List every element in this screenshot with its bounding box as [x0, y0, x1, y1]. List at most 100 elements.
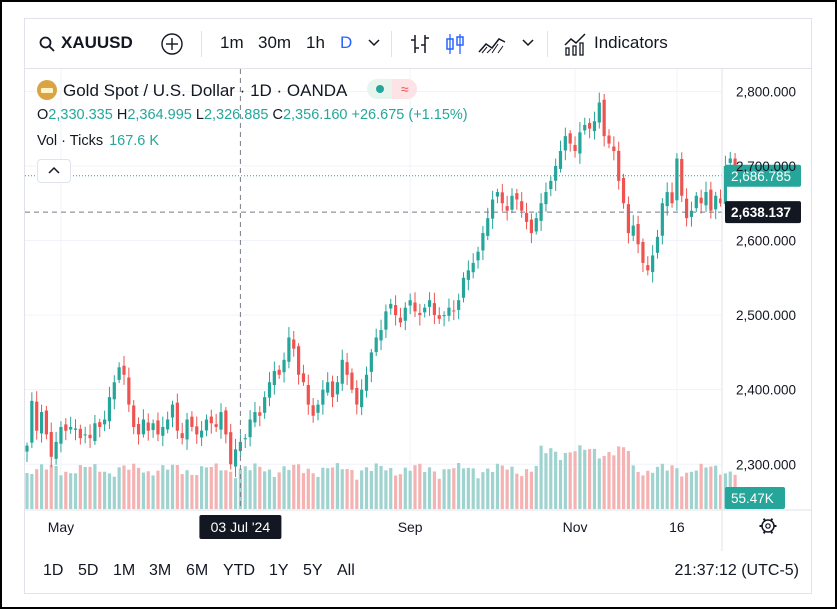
bar-chart-type-icon[interactable] [408, 32, 432, 56]
candle-body [345, 362, 349, 375]
candle-body [714, 195, 718, 210]
volume-bars [25, 445, 737, 509]
candle-body [141, 419, 145, 435]
volume-bar [297, 464, 301, 509]
volume-bar [287, 470, 291, 509]
volume-bar [69, 473, 73, 509]
candle-body [597, 102, 601, 123]
candle-body [568, 133, 572, 144]
volume-bar [44, 469, 48, 509]
candle-body [195, 426, 199, 435]
volume-bar [185, 470, 189, 509]
volume-bar [452, 468, 456, 509]
range-5d[interactable]: 5D [78, 562, 99, 579]
range-3m[interactable]: 3M [149, 562, 172, 579]
candle-body [69, 426, 73, 430]
volume-bar [670, 465, 674, 509]
candle-body [491, 199, 495, 219]
volume-bar [398, 474, 403, 509]
volume-bar [156, 470, 160, 509]
candle-body [156, 420, 160, 435]
compare-symbol-plus-icon[interactable] [160, 32, 184, 56]
volume-bar [335, 463, 339, 509]
market-status-pill[interactable]: ≈ [367, 79, 418, 99]
candle-body [185, 419, 189, 440]
range-5y[interactable]: 5Y [303, 562, 323, 579]
candle-body [389, 303, 393, 309]
volume-bar [277, 472, 281, 509]
delayed-data-wave-icon: ≈ [392, 79, 418, 99]
chart-type-chevron-down-icon[interactable] [522, 39, 534, 47]
range-all[interactable]: All [337, 562, 355, 579]
volume-bar [539, 445, 543, 509]
candle-body [549, 180, 553, 190]
candle-body [471, 262, 475, 273]
volume-bar [389, 468, 393, 509]
legend-title[interactable]: Gold Spot / U.S. Dollar · 1D · OANDA [63, 81, 347, 100]
indicators-button[interactable]: Indicators [594, 33, 668, 52]
candle-body [675, 158, 679, 201]
volume-bar [88, 466, 92, 509]
candle-body [699, 197, 703, 204]
candle-body [621, 177, 626, 204]
candle-body [321, 389, 325, 405]
candle-body [272, 371, 276, 386]
volume-bar [204, 467, 209, 509]
range-1m[interactable]: 1M [113, 562, 136, 579]
volume-label[interactable]: Vol · Ticks [37, 133, 104, 149]
volume-bar [592, 448, 597, 509]
area-chart-type-icon[interactable] [477, 32, 507, 56]
volume-bar [267, 469, 272, 509]
interval-chevron-down-icon[interactable] [368, 39, 380, 47]
volume-bar [568, 452, 572, 509]
volume-bar [49, 464, 53, 509]
interval-1h[interactable]: 1h [306, 33, 325, 52]
volume-bar [602, 456, 606, 509]
candle-body [418, 312, 422, 316]
candle-body [403, 307, 407, 321]
volume-bar [195, 475, 199, 509]
candle-body [665, 192, 669, 207]
range-1y[interactable]: 1Y [269, 562, 289, 579]
candle-body [258, 412, 262, 416]
candle-body [127, 377, 131, 405]
volume-bar [515, 473, 519, 509]
interval-30m[interactable]: 30m [258, 33, 292, 52]
volume-bar [447, 469, 451, 509]
last-price-label: 2,686.785 [731, 169, 791, 184]
candle-body [413, 302, 417, 312]
candle-body [301, 373, 306, 383]
candle-body [136, 424, 141, 435]
interval-1d[interactable]: D [340, 33, 353, 52]
volume-bar [437, 478, 441, 509]
crosshair-date-label: 03 Jul '24 [211, 519, 271, 535]
range-6m[interactable]: 6M [186, 562, 209, 579]
candle-body [292, 339, 296, 349]
volume-bar [709, 466, 713, 509]
candle-body [238, 441, 242, 452]
range-ytd[interactable]: YTD [223, 562, 255, 579]
indicators-icon[interactable] [563, 31, 587, 57]
candle-body [592, 121, 597, 132]
candle-body [427, 300, 432, 307]
search-icon[interactable] [39, 36, 55, 52]
volume-bar [136, 467, 141, 509]
volume-bar [224, 470, 228, 509]
candle-body [573, 144, 577, 152]
interval-1m[interactable]: 1m [220, 33, 244, 52]
candle-body [175, 402, 179, 431]
candles-chart-type-icon[interactable] [443, 32, 467, 56]
candle-body [253, 412, 257, 423]
volume-bar [505, 469, 509, 509]
volume-bar [704, 467, 708, 509]
collapse-legend-button[interactable] [37, 159, 71, 183]
candle-body [54, 441, 58, 459]
symbol-search[interactable]: XAUUSD [61, 33, 133, 52]
timezone-clock[interactable]: 21:37:12 (UTC-5) [674, 562, 800, 579]
candle-body [93, 423, 97, 442]
candle-body [297, 346, 301, 375]
volume-bar [573, 451, 577, 509]
candle-body [190, 416, 194, 427]
candle-body [263, 397, 267, 413]
range-1d[interactable]: 1D [43, 562, 64, 579]
